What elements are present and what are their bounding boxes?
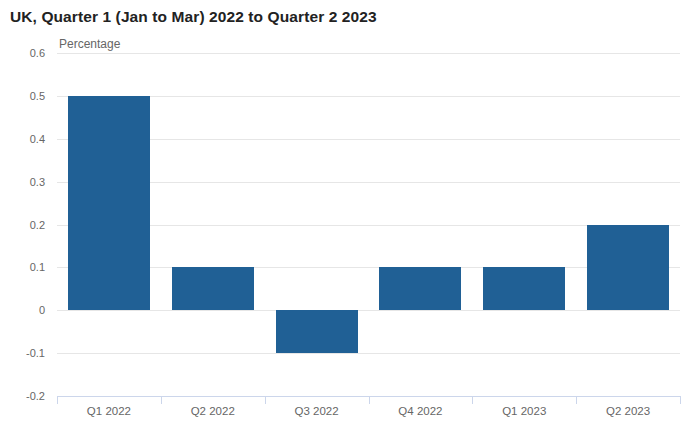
y-axis-unit-label: Percentage <box>59 37 120 51</box>
x-axis-tick-label: Q2 2023 <box>576 404 680 418</box>
x-axis-tick <box>369 396 370 404</box>
x-axis-tick-label: Q1 2023 <box>472 404 576 418</box>
bar-q3-2022[interactable] <box>276 310 358 353</box>
x-axis-tick-label: Q1 2022 <box>57 404 161 418</box>
x-axis-tick <box>680 396 681 404</box>
x-axis-tick-label: Q3 2022 <box>265 404 369 418</box>
x-axis-tick <box>265 396 266 404</box>
bar-chart: UK, Quarter 1 (Jan to Mar) 2022 to Quart… <box>0 0 696 446</box>
y-axis-tick-label: 0.5 <box>0 89 45 103</box>
x-axis-tick-label: Q4 2022 <box>369 404 473 418</box>
y-axis-tick-label: 0.6 <box>0 46 45 60</box>
chart-title: UK, Quarter 1 (Jan to Mar) 2022 to Quart… <box>10 8 377 26</box>
y-axis-tick-label: 0.2 <box>0 218 45 232</box>
y-axis-tick-label: 0.1 <box>0 260 45 274</box>
gridline <box>57 139 680 140</box>
bar-q4-2022[interactable] <box>379 267 461 310</box>
x-axis-tick <box>57 396 58 404</box>
y-axis-tick-label: 0.3 <box>0 175 45 189</box>
gridline <box>57 53 680 54</box>
bar-q1-2023[interactable] <box>483 267 565 310</box>
y-axis-tick-label: 0.4 <box>0 132 45 146</box>
gridline <box>57 310 680 311</box>
y-axis-tick-label: -0.1 <box>0 346 45 360</box>
bar-q2-2022[interactable] <box>172 267 254 310</box>
y-axis-tick-label: -0.2 <box>0 389 45 403</box>
bar-q2-2023[interactable] <box>587 225 669 311</box>
x-axis-tick <box>576 396 577 404</box>
gridline <box>57 182 680 183</box>
x-axis-tick <box>472 396 473 404</box>
gridline <box>57 96 680 97</box>
x-axis-tick <box>161 396 162 404</box>
y-axis-tick-label: 0 <box>0 303 45 317</box>
x-axis-tick-label: Q2 2022 <box>161 404 265 418</box>
gridline <box>57 353 680 354</box>
bar-q1-2022[interactable] <box>68 96 150 310</box>
